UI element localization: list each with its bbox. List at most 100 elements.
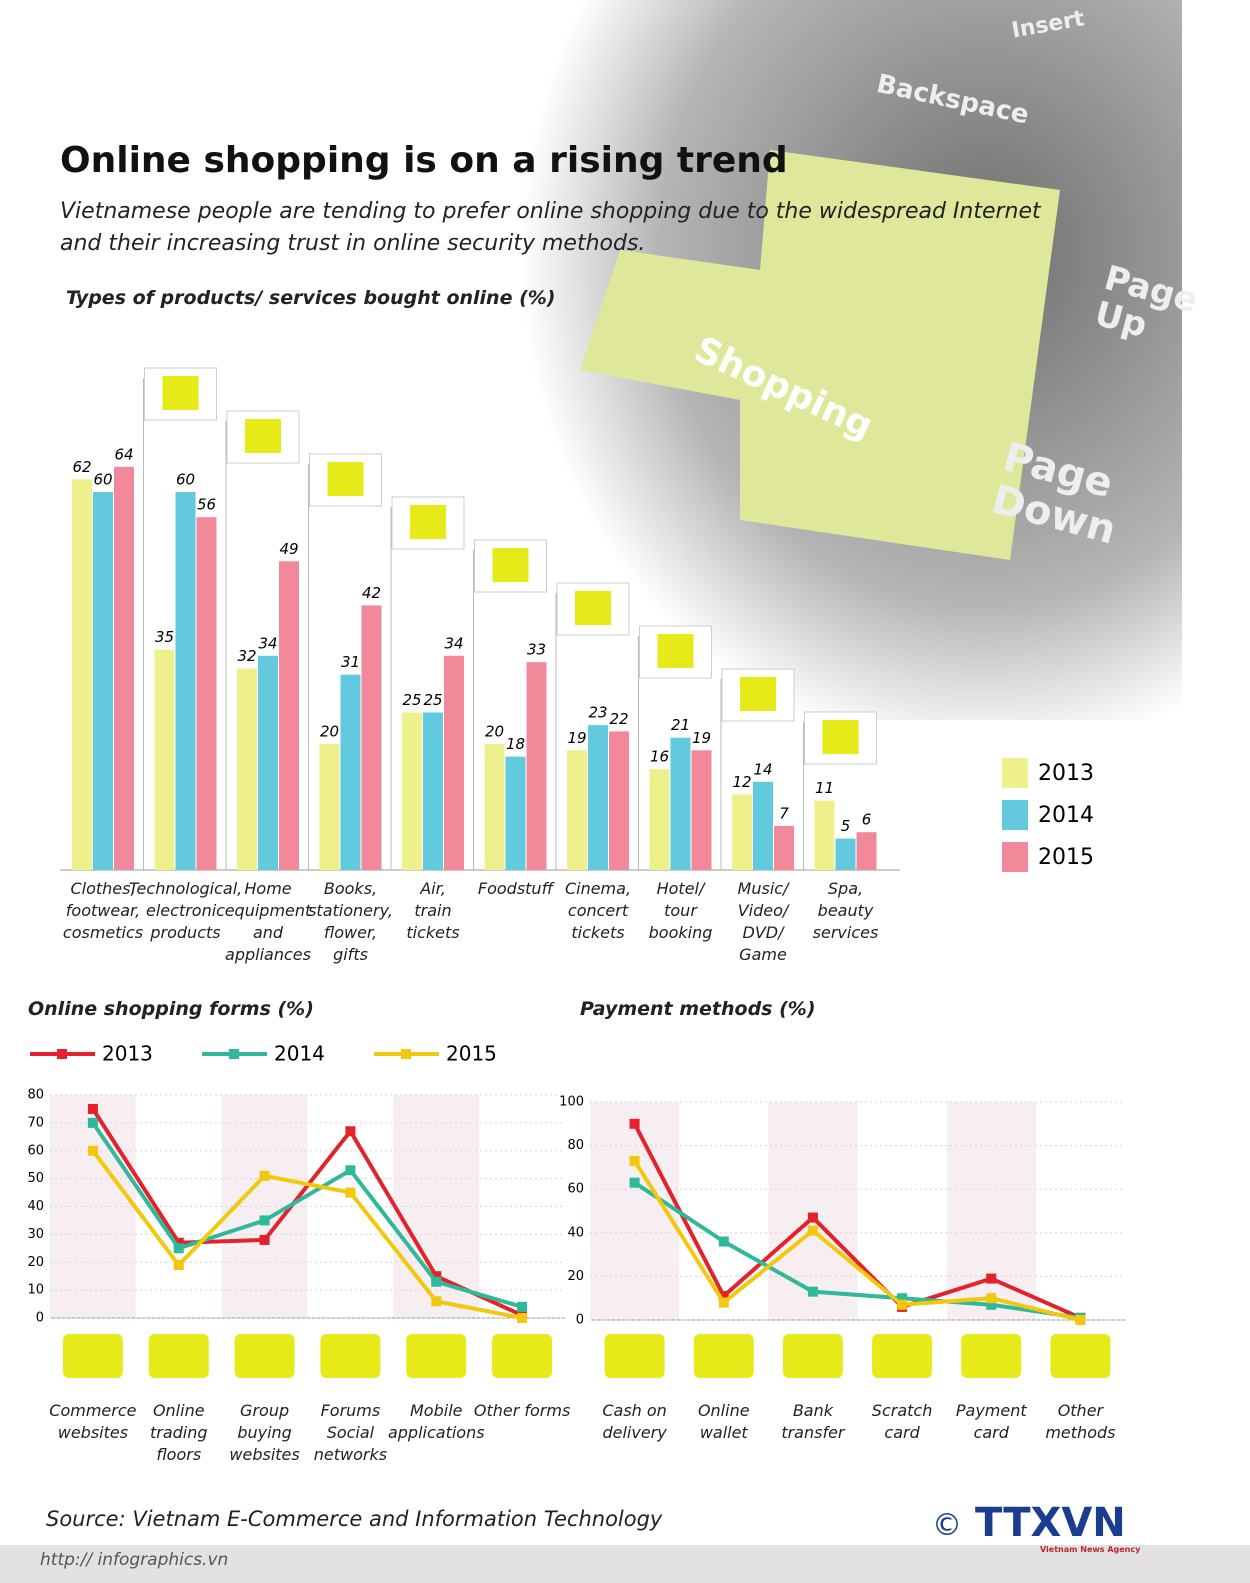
x-tick-label: Cinema, concert tickets [564, 879, 632, 942]
value-label: 33 [527, 641, 546, 659]
chart-title: Types of products/ services bought onlin… [66, 287, 556, 309]
point [986, 1299, 997, 1310]
series-line [632, 1159, 1081, 1322]
icon [320, 1334, 381, 1378]
value-label: 62 [72, 458, 91, 476]
y-tick-label: 80 [27, 1088, 44, 1103]
legend-marker [401, 1049, 411, 1059]
bar [340, 674, 361, 870]
point [173, 1260, 184, 1271]
value-label: 20 [485, 723, 504, 741]
icon [872, 1334, 933, 1378]
y-tick-label: 0 [36, 1311, 44, 1326]
bar [93, 492, 113, 870]
icon [492, 1334, 553, 1378]
legend-label: 2013 [1038, 761, 1094, 786]
point [986, 1273, 997, 1284]
series-line [91, 1149, 523, 1320]
value-label: 23 [588, 704, 607, 722]
band [50, 1095, 136, 1318]
x-tick-label: Bank transfer [781, 1401, 845, 1442]
series-line [633, 1180, 1081, 1320]
url: http:// infographics.vn [40, 1550, 229, 1570]
bar [258, 655, 278, 870]
point [718, 1297, 729, 1308]
icon [822, 720, 859, 754]
value-label: 6 [862, 811, 872, 829]
footer-bar [0, 1545, 1250, 1583]
x-tick-label: Books, stationery, flower, gifts [308, 879, 393, 964]
icon [234, 1334, 295, 1378]
x-tick-label: Online trading floors [149, 1401, 208, 1464]
value-label: 25 [402, 691, 421, 709]
value-label: 12 [732, 773, 751, 791]
legend-label: 2014 [274, 1042, 325, 1066]
x-tick-label: Home equipment and appliances [224, 879, 312, 964]
value-label: 18 [506, 735, 525, 753]
bar [154, 649, 175, 870]
value-label: 5 [841, 817, 851, 835]
bar [175, 492, 196, 870]
x-tick-label: Forums Social networks [313, 1401, 388, 1464]
x-tick-label: Other methods [1045, 1401, 1116, 1442]
icon [740, 677, 776, 711]
y-tick-label: 100 [559, 1095, 584, 1110]
chart-title: Payment methods (%) [580, 998, 816, 1020]
x-tick-label: Air, train tickets [406, 879, 460, 942]
point [431, 1276, 442, 1287]
legend-swatch [1002, 842, 1028, 872]
icon [604, 1334, 665, 1378]
point [431, 1271, 442, 1282]
point [629, 1118, 640, 1129]
point [807, 1286, 818, 1297]
point [259, 1170, 270, 1181]
bar [114, 466, 134, 870]
chart-title: Online shopping forms (%) [28, 998, 314, 1020]
y-tick-label: 50 [27, 1171, 44, 1186]
bar [196, 517, 217, 870]
value-label: 60 [176, 471, 195, 489]
icon [62, 1334, 123, 1378]
x-tick-label: Payment card [955, 1401, 1027, 1442]
value-label: 34 [258, 634, 277, 652]
bar [753, 781, 773, 870]
legend-label: 2013 [102, 1042, 153, 1066]
value-label: 42 [362, 584, 381, 602]
x-tick-label: Music/ Video/ DVD/ Game [737, 879, 789, 964]
value-label: 19 [692, 729, 711, 747]
x-tick-label: Technological, electronic products [128, 879, 243, 942]
point [345, 1165, 356, 1176]
point [629, 1177, 640, 1188]
value-label: 19 [567, 729, 586, 747]
legend-label: 2015 [446, 1042, 497, 1066]
legend-marker [229, 1049, 239, 1059]
point [87, 1103, 98, 1114]
title: Online shopping is on a rising trend [60, 140, 788, 181]
value-label: 22 [609, 710, 628, 728]
y-tick-label: 20 [567, 1269, 584, 1284]
y-tick-label: 70 [27, 1115, 44, 1130]
x-tick-label: Scratch card [871, 1401, 933, 1442]
value-label: 20 [320, 723, 339, 741]
point [517, 1313, 528, 1323]
x-tick-label: Spa, beauty services [812, 879, 879, 942]
x-tick-label: Hotel/ tour booking [648, 879, 713, 942]
bar [72, 479, 92, 870]
point [897, 1299, 908, 1310]
bar [856, 832, 877, 870]
point [897, 1293, 908, 1304]
legend-marker [57, 1049, 67, 1059]
bar [361, 605, 382, 870]
point [87, 1145, 98, 1156]
bar [670, 737, 691, 870]
y-tick-label: 60 [27, 1143, 44, 1158]
point [431, 1296, 442, 1307]
y-tick-label: 40 [567, 1225, 584, 1240]
y-tick-label: 10 [27, 1283, 44, 1298]
bar [444, 655, 464, 870]
value-label: 11 [815, 779, 834, 797]
source: Source: Vietnam E-Commerce and Informati… [46, 1507, 663, 1531]
bar [402, 712, 422, 870]
value-label: 21 [671, 716, 690, 734]
